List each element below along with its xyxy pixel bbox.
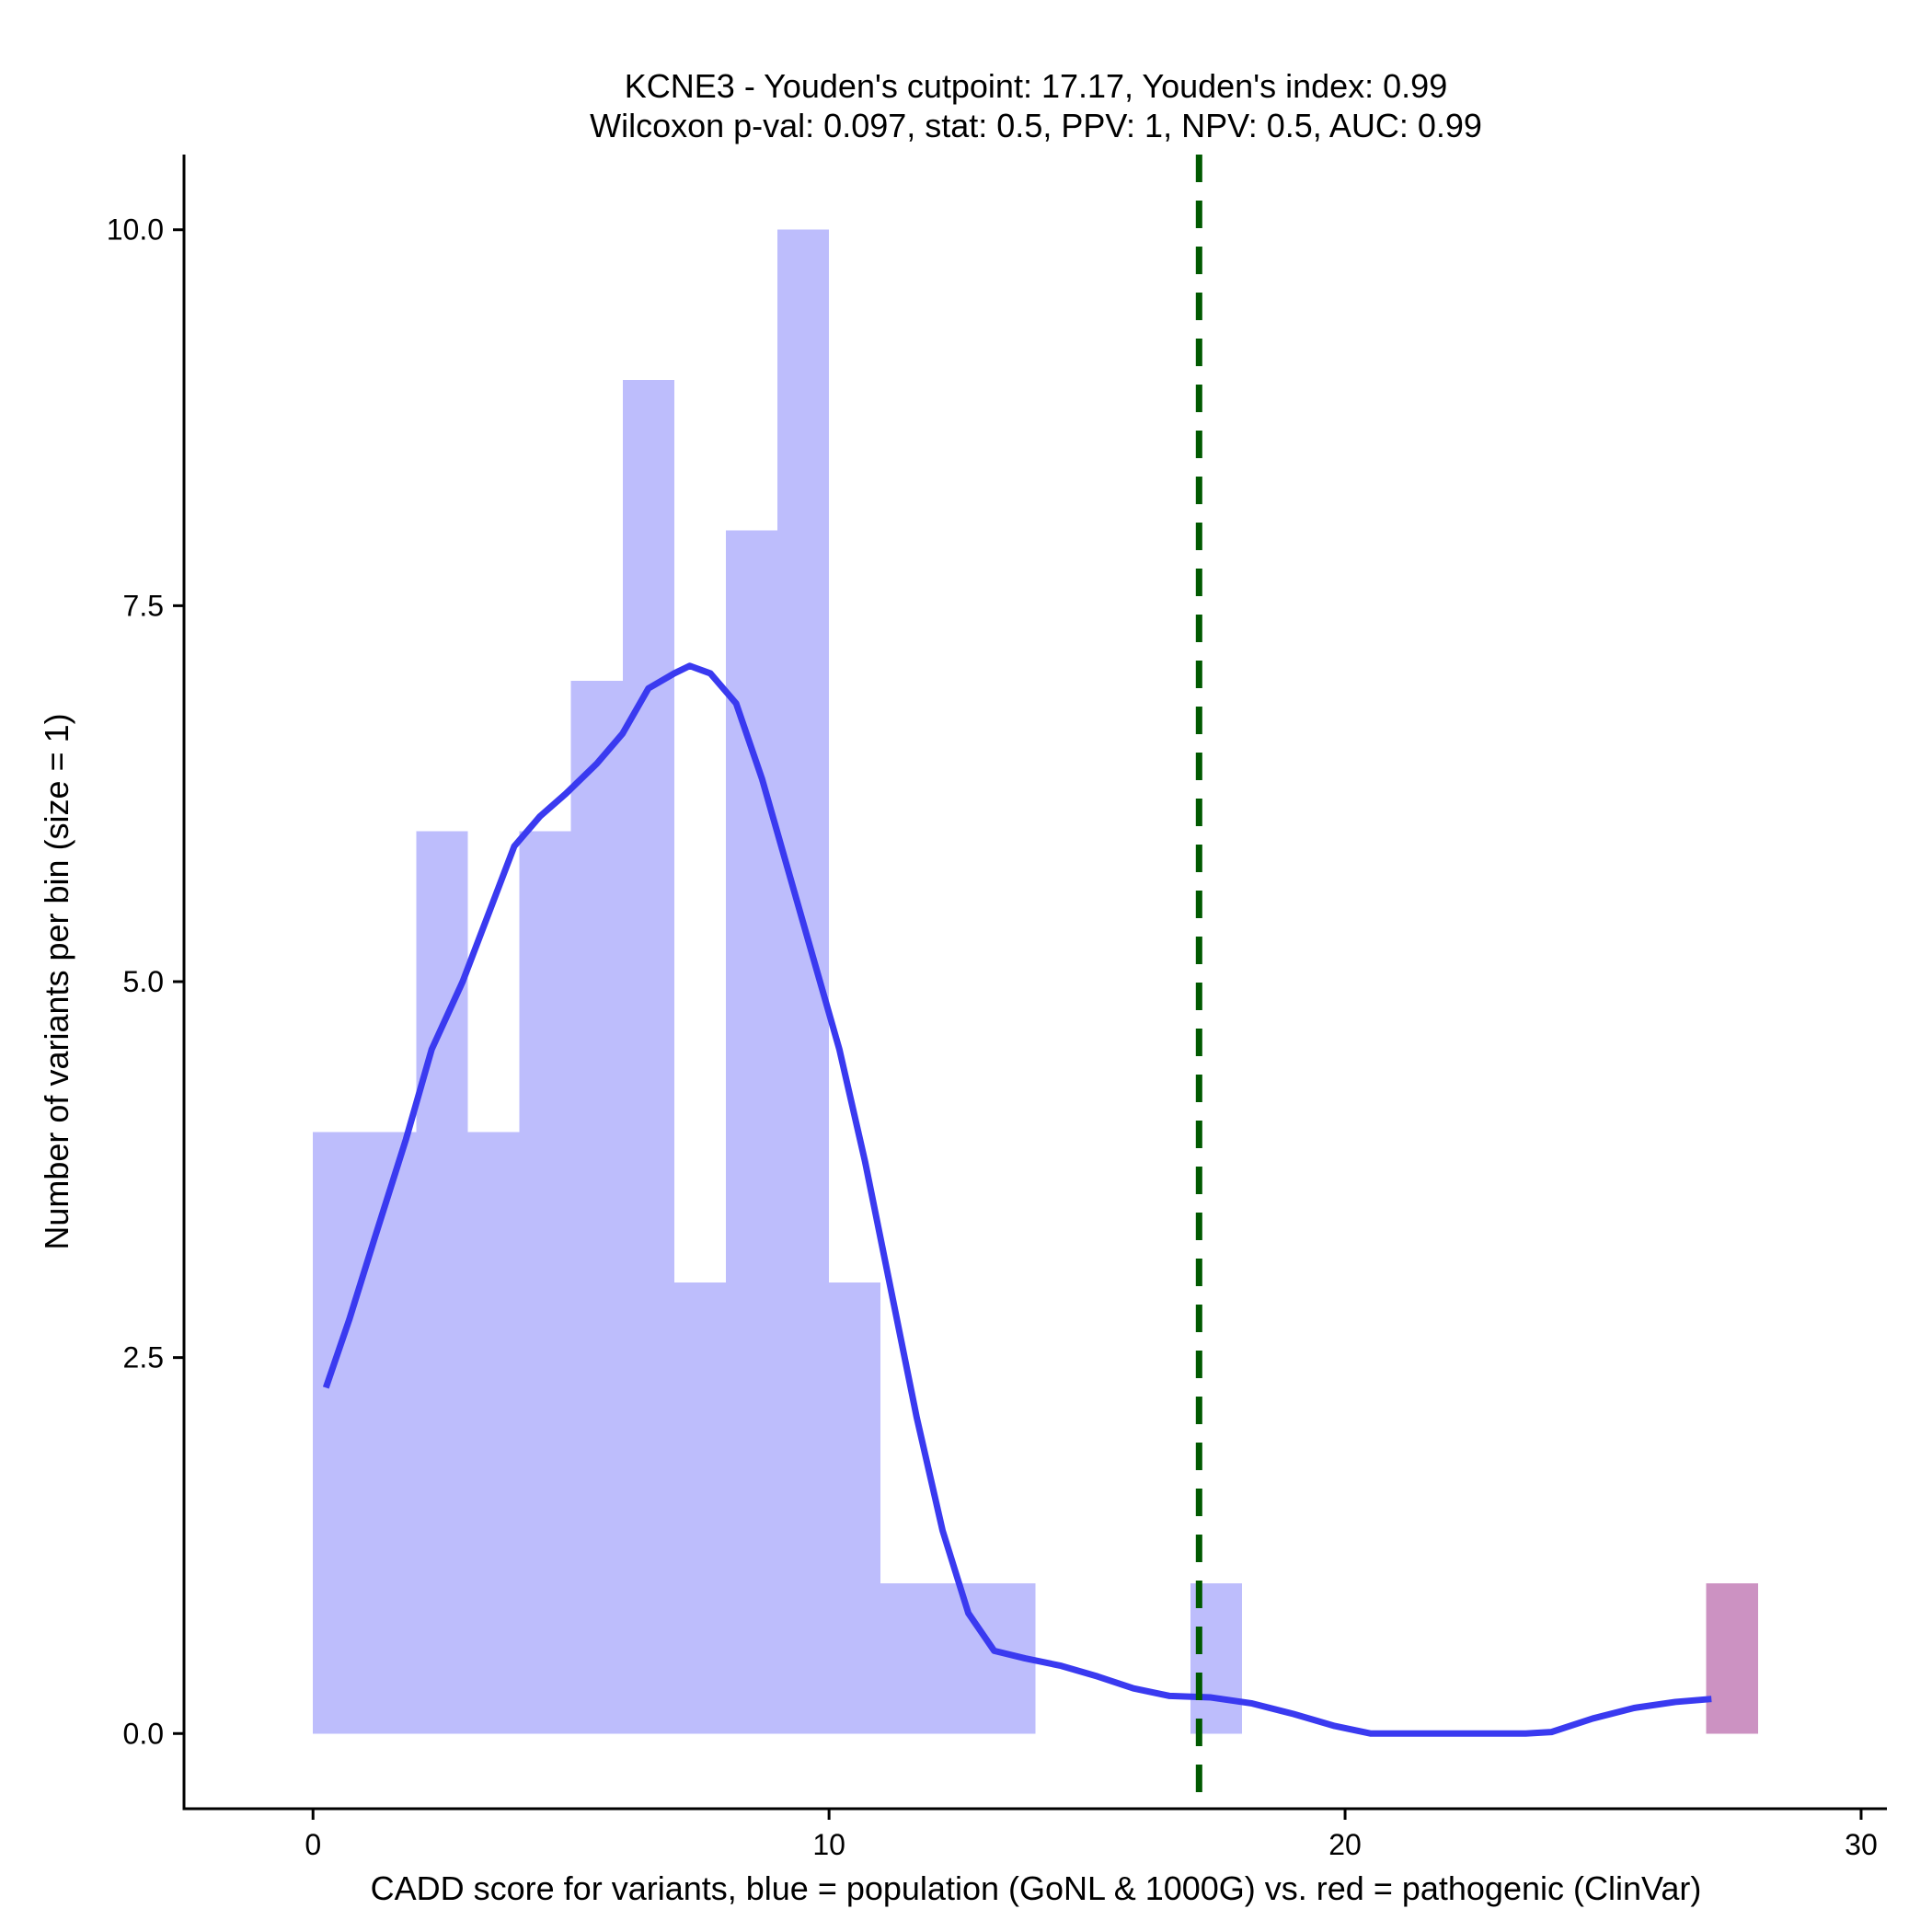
x-tick-label-1: 10 [812,1828,845,1861]
density-curve-layer [322,662,1712,1737]
y-tick-label-2: 5.0 [123,965,164,998]
histogram-bars [313,229,1758,1734]
population-bar-12 [932,1582,984,1734]
y-tick-label-0: 0.0 [123,1717,164,1750]
y-tick-label-1: 2.5 [123,1341,164,1374]
population-bar-6 [622,380,674,1734]
population-bar-4 [519,831,571,1734]
x-axis-label: CADD score for variants, blue = populati… [371,1869,1702,1907]
population-bar-1 [364,1132,417,1734]
chart-title-line1: KCNE3 - Youden's cutpoint: 17.17, Youden… [625,67,1447,105]
population-bar-7 [673,1282,726,1734]
population-bar-3 [467,1132,520,1734]
population-bar-10 [829,1282,881,1734]
y-axis-ticks: 0.0 2.5 5.0 7.5 10.0 [107,213,184,1750]
population-bar-14 [1190,1582,1242,1734]
population-bar-11 [880,1582,933,1734]
x-tick-label-2: 20 [1328,1828,1362,1861]
chart-title-line2: Wilcoxon p-val: 0.097, stat: 0.5, PPV: 1… [590,107,1482,144]
x-axis-ticks: 0 10 20 30 [305,1809,1878,1861]
population-bar-2 [416,831,468,1734]
population-bar-0 [313,1132,365,1734]
density-curve [322,662,1712,1737]
population-bar-8 [725,530,778,1734]
y-tick-label-4: 10.0 [107,213,164,247]
pathogenic-bar-0 [1706,1582,1758,1734]
population-bar-5 [570,681,623,1734]
x-tick-label-0: 0 [305,1828,321,1861]
y-axis-label: Number of variants per bin (size = 1) [38,713,75,1249]
x-tick-label-3: 30 [1845,1828,1878,1861]
y-tick-label-3: 7.5 [123,589,164,622]
